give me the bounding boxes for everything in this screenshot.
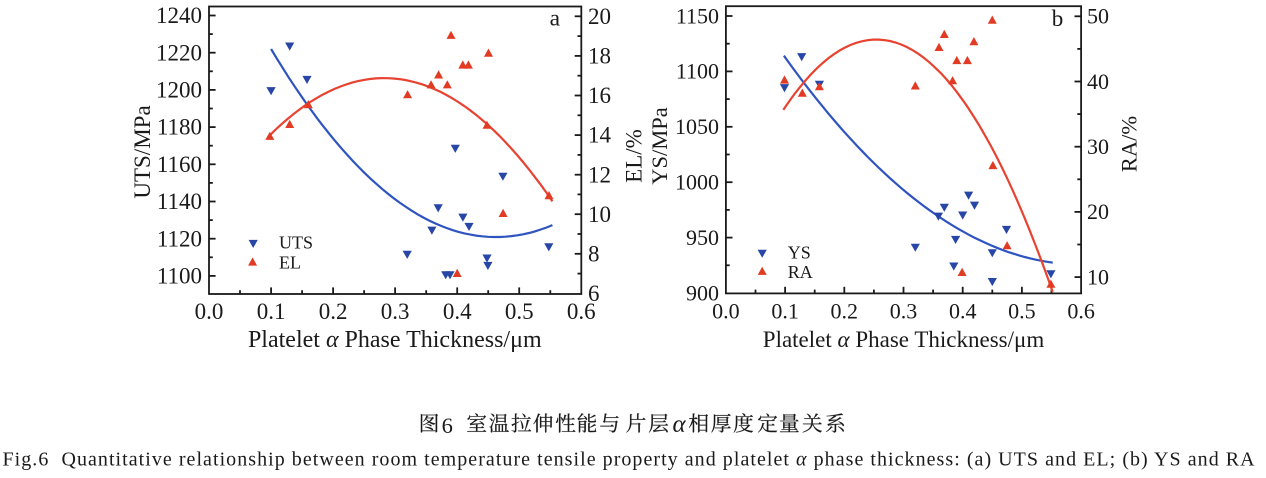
svg-text:10: 10 [1087,264,1109,289]
svg-text:0.3: 0.3 [890,299,918,324]
svg-text:0.1: 0.1 [771,299,799,324]
svg-text:UTS/MPa: UTS/MPa [130,105,155,198]
svg-text:20: 20 [588,4,611,29]
svg-text:EL/%: EL/% [622,129,647,183]
svg-text:0.2: 0.2 [831,299,859,324]
svg-text:12: 12 [588,162,611,187]
svg-text:EL: EL [279,253,301,273]
svg-text:20: 20 [1087,199,1109,224]
svg-text:0.4: 0.4 [949,299,977,324]
svg-text:1220: 1220 [156,40,202,65]
svg-text:Fig.6 Quantitative relationsh: Fig.6 Quantitative relationship between … [3,448,1256,470]
svg-text:0.4: 0.4 [443,299,472,324]
svg-text:1180: 1180 [157,115,202,140]
svg-text:0.3: 0.3 [381,299,410,324]
svg-text:0.0: 0.0 [195,299,224,324]
svg-text:1100: 1100 [676,59,719,84]
svg-text:0.5: 0.5 [1008,299,1036,324]
svg-text:a: a [550,6,561,32]
svg-text:YS/MPa: YS/MPa [647,107,672,185]
svg-text:0.6: 0.6 [567,299,596,324]
svg-text:b: b [1052,6,1064,31]
svg-text:0.6: 0.6 [1067,299,1095,324]
svg-text:10: 10 [588,202,611,227]
svg-text:0.2: 0.2 [319,299,348,324]
svg-text:1200: 1200 [156,78,202,103]
svg-text:UTS: UTS [279,233,313,253]
svg-text:40: 40 [1087,69,1109,94]
svg-text:RA/%: RA/% [1117,116,1142,172]
svg-text:6: 6 [442,413,453,438]
svg-text:8: 8 [588,241,600,266]
svg-text:30: 30 [1087,134,1109,159]
svg-text:1100: 1100 [157,264,202,289]
svg-text:50: 50 [1087,4,1109,29]
svg-text:1120: 1120 [157,226,202,251]
svg-text:0.1: 0.1 [257,299,286,324]
svg-text:950: 950 [686,225,719,250]
svg-text:0.5: 0.5 [505,299,534,324]
svg-text:14: 14 [588,123,612,148]
svg-text:18: 18 [588,44,611,69]
svg-text:6: 6 [588,281,600,306]
svg-text:1140: 1140 [157,189,202,214]
svg-text:YS: YS [788,242,811,262]
svg-text:Platelet α Phase Thickness/μm: Platelet α Phase Thickness/μm [763,327,1045,352]
svg-text:900: 900 [686,280,719,305]
svg-text:1160: 1160 [157,152,202,177]
svg-text:0.0: 0.0 [712,299,740,324]
svg-text:1050: 1050 [675,114,719,139]
svg-text:Platelet α Phase Thickness/μm: Platelet α Phase Thickness/μm [248,327,542,353]
svg-text:1000: 1000 [675,170,719,195]
svg-text:1150: 1150 [676,3,719,28]
svg-text:α: α [673,411,687,438]
svg-text:1240: 1240 [156,3,202,28]
svg-text:16: 16 [588,83,611,108]
svg-text:RA: RA [788,262,813,282]
